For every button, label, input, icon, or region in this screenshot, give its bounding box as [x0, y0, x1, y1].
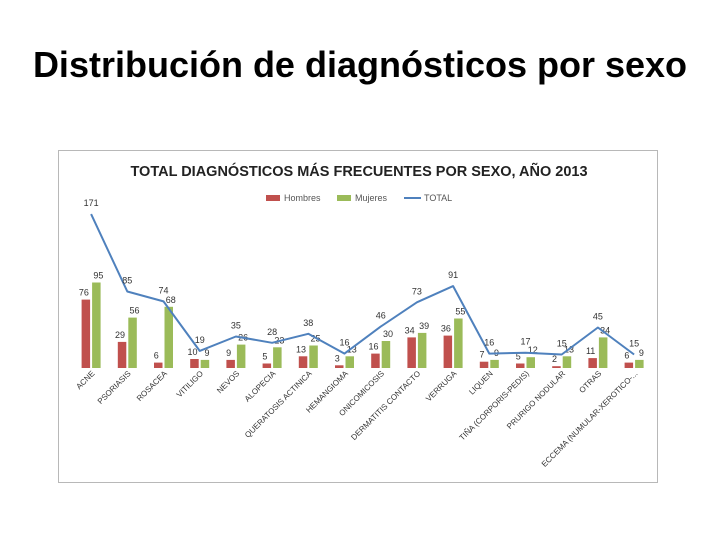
- bar-mujeres: [526, 357, 535, 368]
- data-label-total: 16: [339, 338, 349, 348]
- legend-label-total: TOTAL: [424, 193, 452, 203]
- data-label-hombres: 36: [441, 324, 451, 334]
- data-label-total: 35: [231, 321, 241, 331]
- bar-hombres: [262, 363, 272, 368]
- bar-mujeres: [490, 359, 499, 368]
- x-tick-label: ALOPECIA: [243, 369, 278, 404]
- data-label-mujeres: 34: [600, 325, 610, 335]
- data-label-mujeres: 55: [455, 307, 465, 317]
- bar-hombres: [443, 335, 453, 368]
- data-label-mujeres: 12: [528, 345, 538, 355]
- chart-legend: Hombres Mujeres TOTAL: [266, 193, 452, 203]
- bar-hombres: [298, 356, 308, 368]
- bar-hombres: [154, 362, 163, 368]
- bar-mujeres: [381, 341, 391, 368]
- x-tick-label: PSORIASIS: [96, 369, 133, 406]
- x-tick-label: QUERATOSIS ACTINICA: [243, 369, 314, 440]
- bar-hombres: [371, 353, 380, 368]
- data-label-hombres: 6: [624, 351, 629, 361]
- bar-hombres: [226, 359, 235, 368]
- data-label-hombres: 7: [480, 350, 485, 360]
- data-label-mujeres: 95: [93, 271, 103, 281]
- data-label-hombres: 13: [296, 344, 306, 354]
- bar-hombres: [552, 366, 561, 368]
- data-label-total: 28: [267, 327, 277, 337]
- bar-hombres: [407, 337, 416, 368]
- bar-mujeres: [236, 344, 246, 368]
- chart-title: TOTAL DIAGNÓSTICOS MÁS FRECUENTES POR SE…: [130, 162, 587, 180]
- x-tick-label: NEVOS: [215, 369, 241, 395]
- data-label-total: 15: [557, 339, 567, 349]
- data-label-hombres: 76: [79, 288, 89, 298]
- data-label-mujeres: 30: [383, 329, 393, 339]
- data-label-hombres: 2: [552, 354, 557, 364]
- x-tick-label: VERRUGA: [424, 369, 459, 404]
- bar-mujeres: [635, 359, 644, 368]
- data-label-hombres: 9: [226, 348, 231, 358]
- bar-mujeres: [345, 356, 354, 368]
- data-label-hombres: 3: [335, 353, 340, 363]
- bar-mujeres: [598, 337, 608, 368]
- data-label-hombres: 29: [115, 330, 125, 340]
- data-label-total: 171: [84, 198, 99, 208]
- bar-mujeres: [200, 359, 210, 368]
- data-label-total: 73: [412, 286, 422, 296]
- bar-mujeres: [128, 317, 137, 368]
- legend-label-mujeres: Mujeres: [355, 193, 388, 203]
- data-label-mujeres: 56: [130, 306, 140, 316]
- bar-mujeres: [562, 356, 572, 368]
- data-label-total: 17: [520, 337, 530, 347]
- bar-mujeres: [92, 282, 101, 368]
- bar-hombres: [588, 358, 597, 368]
- x-tick-label: OTRAS: [577, 369, 603, 395]
- data-label-total: 45: [593, 312, 603, 322]
- bar-mujeres: [164, 306, 173, 368]
- data-label-total: 91: [448, 270, 458, 280]
- x-tick-label: ACNE: [74, 369, 96, 391]
- bar-mujeres: [273, 347, 282, 368]
- data-label-total: 85: [122, 276, 132, 286]
- data-label-mujeres: 68: [166, 295, 176, 305]
- data-label-total: 38: [303, 318, 313, 328]
- data-label-hombres: 5: [516, 352, 521, 362]
- x-tick-label: LIQUEN: [467, 369, 495, 397]
- x-tick-label: TIÑA (CORPORIS-PEDIS): [458, 369, 532, 443]
- bar-mujeres: [309, 345, 318, 368]
- data-label-hombres: 6: [154, 351, 159, 361]
- data-label-total: 19: [195, 335, 205, 345]
- total-line: [90, 213, 635, 356]
- bar-hombres: [335, 365, 344, 368]
- data-label-total: 16: [484, 338, 494, 348]
- bar-hombres: [479, 361, 489, 368]
- x-tick-label: VITILIGO: [175, 369, 205, 399]
- bar-mujeres: [417, 332, 427, 368]
- data-label-hombres: 11: [586, 346, 595, 356]
- data-label-total: 46: [376, 311, 386, 321]
- bar-hombres: [190, 359, 199, 368]
- slide-title: Distribución de diagnósticos por sexo: [32, 44, 688, 85]
- chart-svg: TOTAL DIAGNÓSTICOS MÁS FRECUENTES POR SE…: [74, 162, 643, 469]
- legend-label-hombres: Hombres: [284, 193, 321, 203]
- data-label-total: 15: [629, 339, 639, 349]
- bar-hombres: [117, 341, 127, 368]
- bar-mujeres: [454, 318, 463, 368]
- data-label-hombres: 34: [405, 325, 415, 335]
- legend-swatch-mujeres: [337, 195, 351, 201]
- data-label-hombres: 5: [262, 352, 267, 362]
- data-label-hombres: 16: [368, 342, 378, 352]
- bar-hombres: [516, 363, 525, 368]
- legend-swatch-hombres: [266, 195, 280, 201]
- data-label-mujeres: 9: [639, 348, 644, 358]
- data-label-total: 74: [158, 285, 168, 295]
- data-label-mujeres: 9: [204, 348, 209, 358]
- data-label-mujeres: 39: [419, 321, 429, 331]
- data-label-hombres: 10: [187, 347, 197, 357]
- chart-frame: TOTAL DIAGNÓSTICOS MÁS FRECUENTES POR SE…: [58, 150, 658, 483]
- x-tick-label: DERMATITIS CONTACTO: [349, 369, 422, 442]
- x-tick-label: ROSACEA: [135, 369, 169, 403]
- bar-hombres: [81, 299, 91, 368]
- bar-hombres: [624, 362, 634, 368]
